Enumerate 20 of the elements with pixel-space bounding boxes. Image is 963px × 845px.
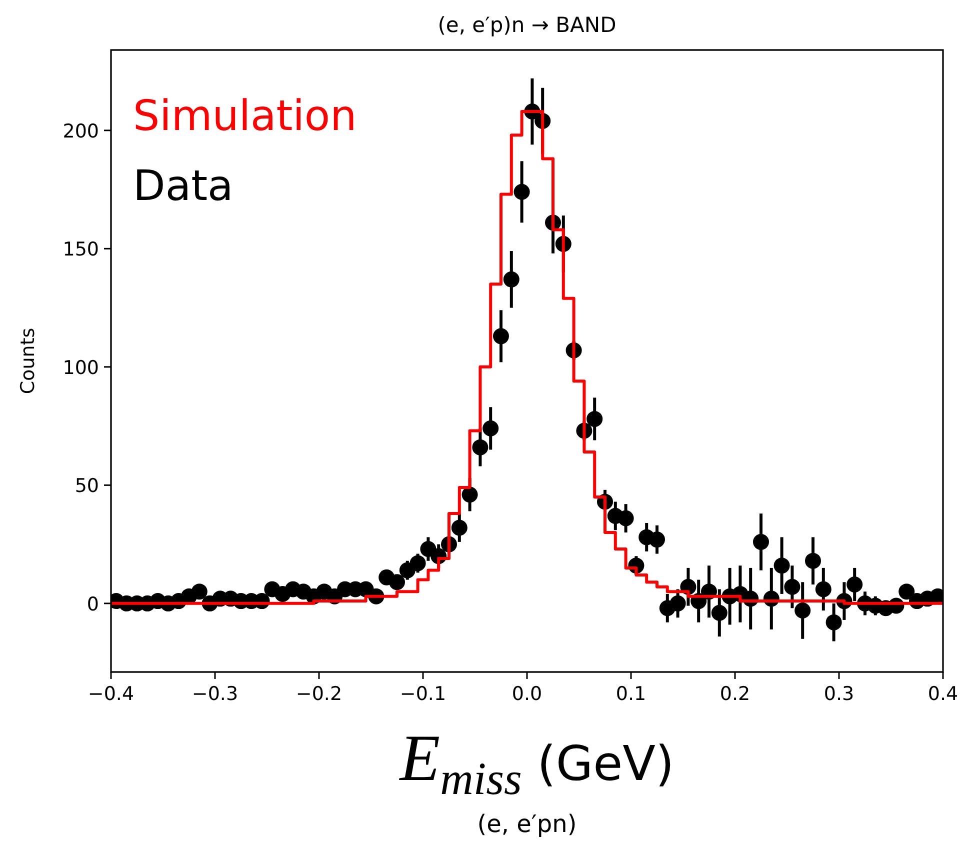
y-tick-label: 100 — [62, 356, 99, 379]
text: Data — [133, 161, 234, 210]
x-axis-title: E$_{miss}$ (GeV) — [398, 722, 674, 804]
y-tick-label: 150 — [62, 238, 99, 261]
text: (e, e′pn) — [477, 810, 577, 838]
x-tick-label: −0.4 — [88, 683, 134, 705]
x-tick-label: 0.1 — [616, 683, 646, 705]
y-tick-label: 200 — [62, 120, 99, 142]
x-tick-label: 0.0 — [512, 683, 542, 705]
y-tick-label: 50 — [74, 475, 99, 498]
x-tick-label: −0.2 — [296, 683, 342, 705]
y-axis-title: Counts — [17, 328, 39, 394]
text: Simulation — [133, 91, 357, 140]
x-tick-label: 0.3 — [824, 683, 854, 705]
y-tick-label: 0 — [86, 593, 99, 616]
x-tick-label: 0.2 — [720, 683, 750, 705]
x-tick-label: 0.4 — [928, 683, 958, 705]
x-tick-label: −0.1 — [400, 683, 446, 705]
x-tick-label: −0.3 — [192, 683, 238, 705]
chart-title: (e, e′p)n → BAND — [438, 13, 616, 37]
